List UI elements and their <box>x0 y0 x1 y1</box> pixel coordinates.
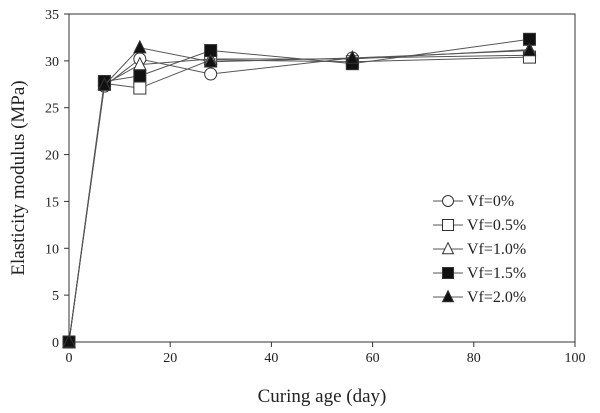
legend-entry: Vf=2.0% <box>433 289 526 306</box>
legend-label: Vf=0.5% <box>467 217 526 234</box>
legend-marker <box>441 241 455 255</box>
y-tick-label: 30 <box>45 55 59 70</box>
y-axis-title: Elasticity modulus (MPa) <box>8 80 29 275</box>
x-tick-label: 80 <box>467 351 481 366</box>
data-point <box>62 333 76 348</box>
legend-marker <box>441 289 455 303</box>
axis-ticks: 0 20 40 60 80 100 0 5 10 15 20 25 30 35 <box>45 8 586 366</box>
legend-entry: Vf=0% <box>433 193 514 210</box>
y-tick-label: 35 <box>45 8 59 23</box>
data-point <box>204 67 218 81</box>
data-point <box>97 77 112 91</box>
y-tick-label: 10 <box>45 242 59 257</box>
y-tick-label: 0 <box>52 336 59 351</box>
data-point <box>133 39 147 54</box>
y-tick-label: 20 <box>45 149 59 164</box>
series-line <box>68 56 530 343</box>
legend-label: Vf=0% <box>467 193 514 210</box>
legend-marker <box>442 267 454 279</box>
x-tick-label: 0 <box>66 351 73 366</box>
x-tick-label: 100 <box>565 351 586 366</box>
legend-marker <box>442 219 454 231</box>
series-layer <box>62 32 537 349</box>
series-3 <box>62 32 536 349</box>
data-point <box>345 50 360 64</box>
plot-frame <box>68 13 576 343</box>
data-point <box>133 69 147 83</box>
legend: Vf=0% Vf=0.5% Vf=1.0% Vf=1.5% Vf=2.0% <box>433 193 526 306</box>
legend-entry: Vf=1.5% <box>433 265 526 282</box>
series-line <box>68 54 530 343</box>
y-tick-label: 25 <box>45 102 59 117</box>
data-point <box>203 53 218 68</box>
legend-label: Vf=1.0% <box>467 241 526 258</box>
legend-marker <box>442 195 454 207</box>
y-tick-label: 15 <box>45 195 59 210</box>
legend-entry: Vf=1.0% <box>433 241 526 258</box>
x-tick-label: 40 <box>264 351 278 366</box>
series-4 <box>62 39 537 348</box>
x-axis-title: Curing age (day) <box>258 386 387 407</box>
legend-label: Vf=1.5% <box>467 265 526 282</box>
x-tick-label: 20 <box>163 351 177 366</box>
legend-entry: Vf=0.5% <box>433 217 526 234</box>
y-tick-label: 5 <box>52 289 59 304</box>
legend-label: Vf=2.0% <box>467 289 526 306</box>
series-1 <box>62 50 536 349</box>
data-point <box>522 42 537 57</box>
data-point <box>133 81 147 95</box>
x-tick-label: 60 <box>366 351 380 366</box>
series-line <box>68 47 530 343</box>
